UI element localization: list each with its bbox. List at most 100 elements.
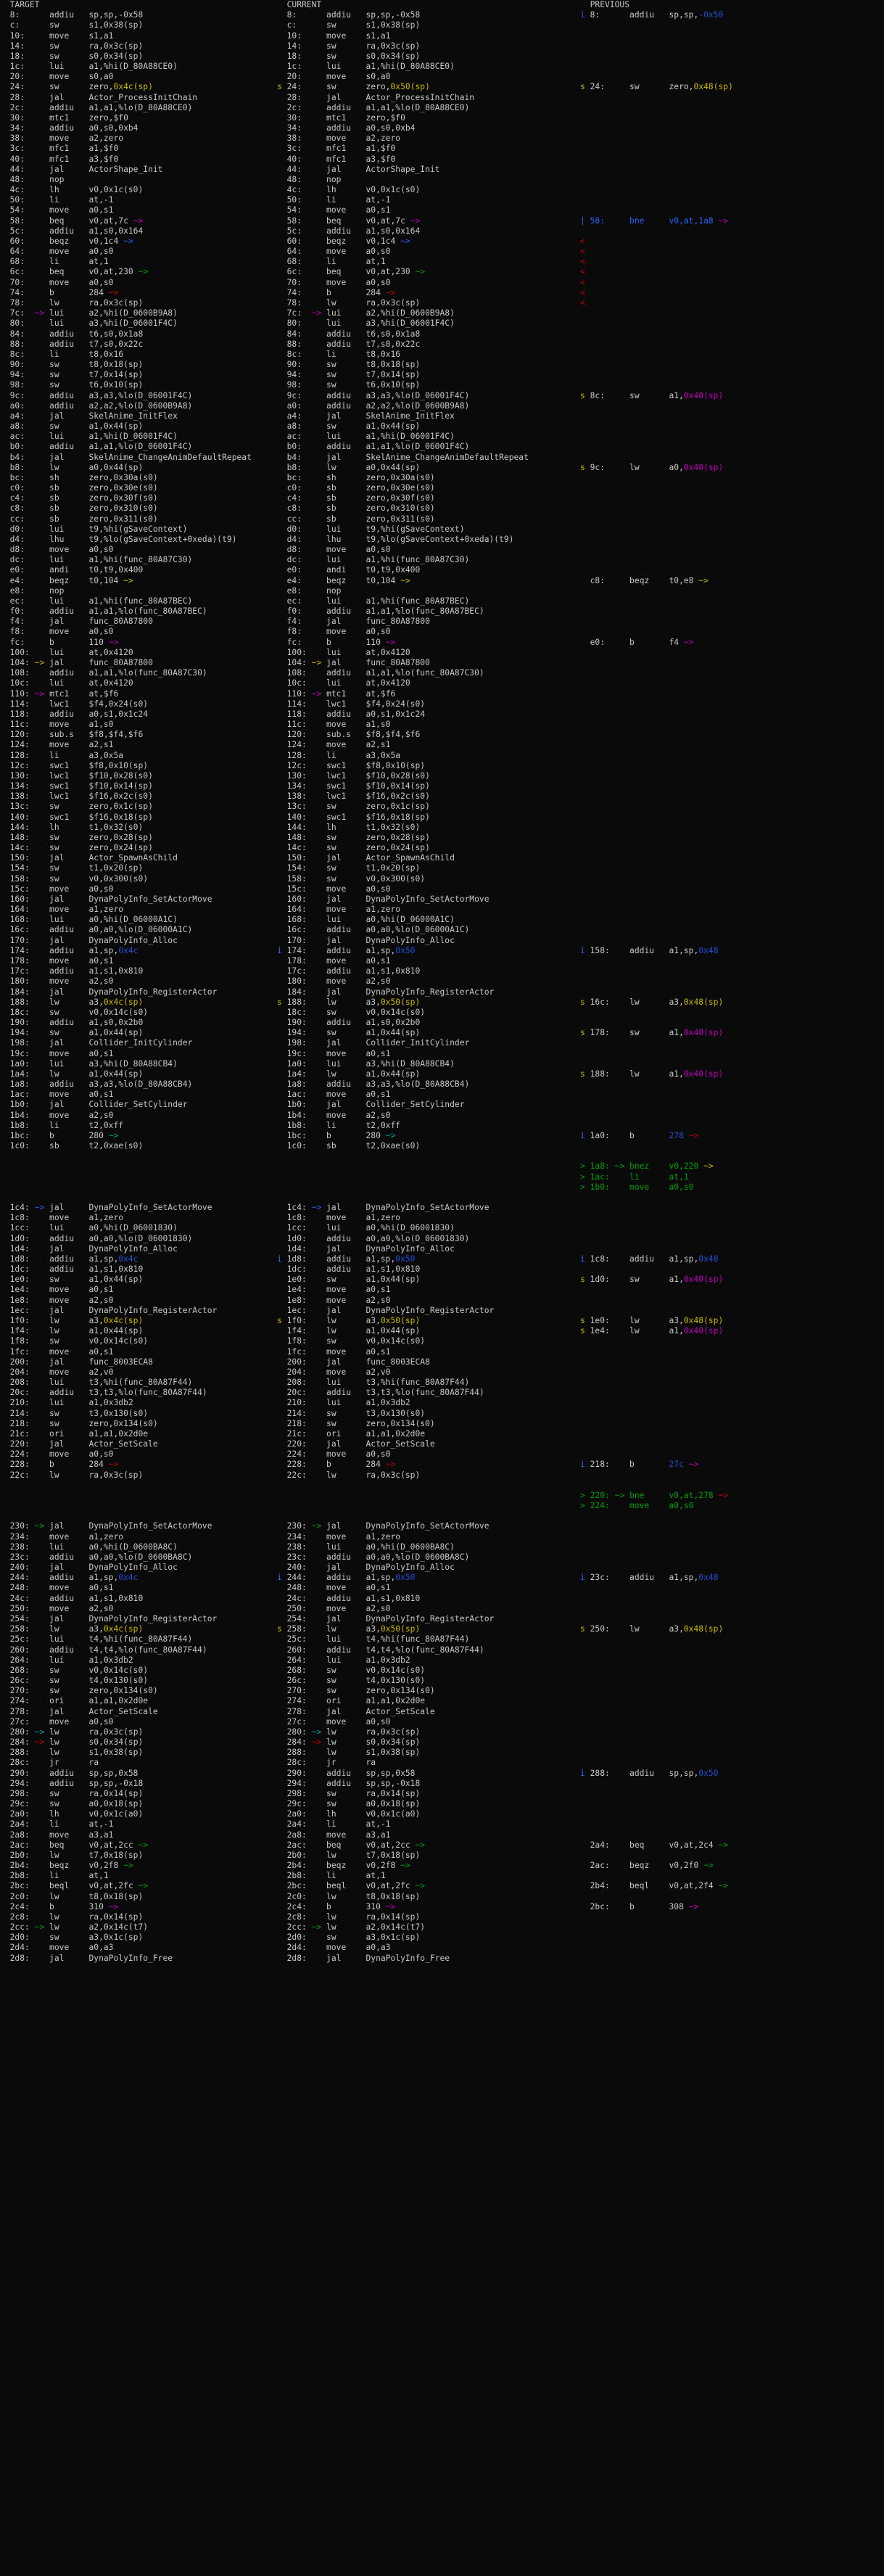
asm-operand: zero, — [365, 82, 391, 92]
asm-column-target: 1a4: lw a1,0x44(sp) — [0, 1069, 277, 1079]
asm-operand: v0,at,7c — [365, 215, 410, 226]
diff-marker-blank — [0, 576, 5, 585]
asm-column-previous — [580, 668, 884, 678]
asm-address: 29c: — [9, 1799, 35, 1809]
asm-column-previous — [580, 1758, 884, 1768]
asm-operand: v0,1c4 — [88, 236, 124, 246]
asm-column-target: 24c: addiu a1,s1,0x810 — [0, 1594, 277, 1604]
asm-column-previous — [580, 843, 884, 853]
asm-mnemonic: move — [326, 205, 366, 215]
asm-address: 17c: — [286, 966, 312, 976]
asm-address: 1a4: — [9, 1069, 35, 1079]
diff-marker-blank — [277, 370, 282, 379]
asm-operand: t8,0x16 — [365, 349, 401, 359]
asm-operand: 27c — [669, 1460, 689, 1470]
asm-address: 214: — [286, 1408, 312, 1418]
diff-marker-blank — [0, 1049, 5, 1058]
asm-mnemonic: move — [49, 1830, 89, 1840]
asm-diff-row: 1a4: lw a1,0x44(sp) 1a4: lw a1,0x44(sp) s… — [0, 1069, 884, 1079]
asm-mnemonic: move — [49, 1110, 89, 1120]
asm-operand: 110 — [365, 637, 386, 647]
asm-address: 2a4: — [9, 1819, 35, 1830]
asm-mnemonic: jal — [326, 92, 366, 102]
asm-mnemonic: jal — [49, 452, 89, 462]
asm-mnemonic: lw — [326, 462, 366, 472]
diff-marker-blank — [0, 442, 5, 451]
diff-marker-blank — [0, 1347, 5, 1357]
asm-address: a8: — [9, 421, 35, 432]
asm-column-target — [0, 1151, 277, 1161]
diff-marker-blank — [277, 1049, 282, 1058]
asm-column-target: dc: lui a1,%hi(func_80A87C30) — [0, 555, 277, 565]
asm-address: dc: — [286, 555, 312, 565]
asm-operand: at,1 — [365, 257, 386, 267]
asm-address: 124: — [9, 740, 35, 750]
asm-column-target: ec: lui a1,%hi(func_80A87BEC) — [0, 596, 277, 606]
diff-marker-blank — [0, 1254, 5, 1264]
asm-operand: s0,a0 — [365, 72, 391, 82]
branch-arrow-icon: ~> — [34, 1727, 45, 1737]
asm-address: 4c: — [286, 185, 312, 195]
diff-marker-blank — [277, 380, 282, 390]
diff-marker-blank — [277, 606, 282, 616]
asm-diff-row: 154: sw t1,0x20(sp) 154: sw t1,0x20(sp) — [0, 863, 884, 873]
branch-arrow-icon: ~> — [385, 1901, 396, 1912]
asm-operand: zero,0x24(sp) — [88, 843, 153, 853]
asm-mnemonic: swc1 — [326, 760, 366, 770]
asm-operand: a1,%hi(func_80A87BEC) — [88, 596, 193, 606]
asm-column-target: 230: ~> jal DynaPolyInfo_SetActorMove — [0, 1521, 277, 1531]
asm-operand: a1,0x44(sp) — [88, 1275, 144, 1285]
asm-operand: zero, — [88, 82, 114, 92]
asm-column-target: 240: jal DynaPolyInfo_Alloc — [0, 1563, 277, 1573]
asm-mnemonic: move — [326, 1943, 366, 1953]
asm-mnemonic: move — [49, 884, 89, 894]
asm-column-target: 100: lui at,0x4120 — [0, 648, 277, 658]
asm-mnemonic: lw — [49, 1748, 89, 1758]
asm-column-current: 2c0: lw t8,0x18(sp) — [277, 1892, 580, 1902]
asm-address: 22c: — [9, 1470, 35, 1480]
asm-mnemonic: move — [326, 1048, 366, 1058]
asm-operand: t7,0x18(sp) — [88, 1850, 144, 1860]
asm-mnemonic: lui — [326, 1542, 366, 1552]
asm-column-target: 2d0: sw a3,0x1c(sp) — [0, 1933, 277, 1943]
asm-address: 34: — [9, 123, 35, 133]
asm-operand: func_8003ECA8 — [88, 1357, 153, 1367]
asm-mnemonic: move — [49, 627, 89, 637]
asm-diff-row: 238: lui a0,%hi(D_0600BA8C) 238: lui a0,… — [0, 1542, 884, 1552]
asm-diff-row: 28: jal Actor_ProcessInitChain 28: jal A… — [0, 93, 884, 103]
asm-operand: ra,0x14(sp) — [365, 1788, 421, 1798]
asm-column-current: 10c: lui at,0x4120 — [277, 678, 580, 688]
asm-column-target: 284: ~> lw s0,0x34(sp) — [0, 1737, 277, 1748]
diff-marker-blank — [277, 1357, 282, 1367]
asm-mnemonic: lwc1 — [326, 791, 366, 802]
asm-operand: 284 — [365, 287, 386, 297]
asm-operand: DynaPolyInfo_RegisterActor — [365, 987, 495, 997]
asm-operand: a1,%hi(func_80A87C30) — [88, 555, 193, 565]
asm-address: 15c: — [9, 884, 35, 894]
asm-mnemonic: lh — [326, 822, 366, 832]
asm-address: 158: — [590, 945, 615, 955]
asm-mnemonic: lui — [49, 678, 89, 688]
asm-column-previous: < — [580, 267, 884, 277]
asm-operand: t7,s0,0x22c — [88, 339, 144, 349]
asm-column-target: c8: sb zero,0x310(s0) — [0, 503, 277, 514]
asm-column-previous: s 1e0: lw a3,0x48(sp) — [580, 1316, 884, 1326]
asm-column-previous: < — [580, 236, 884, 247]
asm-column-previous — [580, 905, 884, 915]
asm-column-current: s 24: sw zero,0x50(sp) — [277, 82, 580, 92]
asm-column-previous: > 1a8: ~> bnez v0,220 ~> — [580, 1161, 884, 1172]
asm-diff-row: 240: jal DynaPolyInfo_Alloc 240: jal Dyn… — [0, 1563, 884, 1573]
asm-address: 12c: — [9, 760, 35, 770]
asm-column-current: 1bc: b 280 ~> — [277, 1131, 580, 1141]
asm-diff-row: 168: lui a0,%hi(D_06000A1C) 168: lui a0,… — [0, 915, 884, 925]
asm-operand: a1,s0,0x164 — [88, 226, 144, 236]
asm-operand: t4,0x130(s0) — [365, 1676, 426, 1686]
diff-marker-blank — [0, 236, 5, 246]
asm-address: e8: — [286, 585, 312, 596]
diff-marker-blank — [277, 555, 282, 564]
asm-mnemonic: addiu — [326, 1552, 366, 1562]
asm-column-previous — [580, 411, 884, 421]
asm-operand: a1,0x44(sp) — [365, 1275, 421, 1285]
asm-column-target: b4: jal SkelAnime_ChangeAnimDefaultRepea… — [0, 453, 277, 463]
asm-column-current: ac: lui a1,%hi(D_06001F4C) — [277, 432, 580, 442]
